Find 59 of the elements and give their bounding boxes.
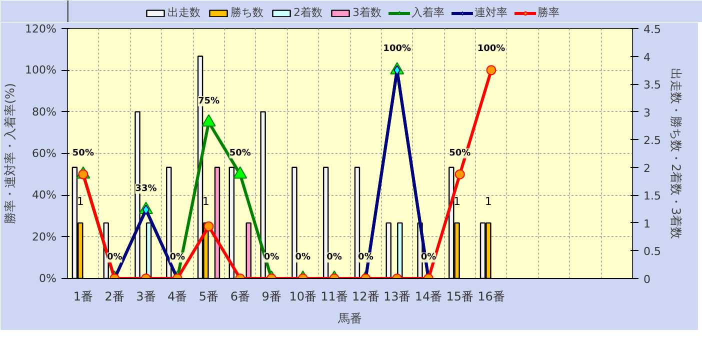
- y2-tick-label: 2: [644, 162, 650, 175]
- legend-label: 連対率: [474, 5, 508, 20]
- x-tick-label: 14番: [414, 290, 442, 304]
- x-tick-label: 2番: [104, 290, 124, 304]
- data-label: 0%: [420, 252, 436, 262]
- y2-tick-label: 2.5: [644, 134, 661, 148]
- y-tick-label: 120%: [25, 22, 57, 36]
- x-tick-label: 10番: [289, 290, 317, 304]
- legend-label: 入着率: [412, 5, 444, 20]
- legend-label: 2着数: [294, 5, 322, 20]
- legend-label: 勝ち数: [230, 5, 264, 20]
- data-label: 1: [76, 194, 84, 208]
- y-tick-label: 40%: [32, 188, 57, 202]
- x-tick-label: 9番: [262, 290, 282, 304]
- x-tick-label: 1番: [73, 290, 94, 304]
- y2-tick-label: 0: [644, 273, 650, 286]
- y2-tick-label: 0.5: [644, 245, 661, 258]
- data-label: 75%: [198, 96, 220, 106]
- x-tick-label: 5番: [198, 290, 219, 304]
- data-label: 0%: [295, 252, 311, 262]
- data-label: 0%: [326, 252, 342, 262]
- x-tick-label: 3番: [136, 290, 156, 304]
- legend-label: 出走数: [168, 5, 200, 20]
- data-label: 0%: [106, 252, 122, 262]
- x-tick-label: 4番: [168, 290, 188, 304]
- data-label: 0%: [358, 252, 374, 262]
- y-tick-label: 60%: [32, 147, 57, 160]
- data-label: 0%: [170, 252, 185, 262]
- legend-label: 3着数: [352, 5, 382, 20]
- data-label: 1: [484, 194, 492, 208]
- x-tick-label: 6番: [230, 290, 250, 304]
- x-tick-label: 12番: [352, 290, 380, 304]
- y-tick-label: 0%: [39, 272, 56, 285]
- x-tick-label: 13番: [383, 290, 411, 304]
- x-tick-label: 15番: [446, 290, 474, 304]
- data-label: 0%: [264, 252, 280, 262]
- data-label: 50%: [229, 148, 251, 158]
- data-label: 1: [202, 194, 210, 208]
- y-tick-label: 80%: [32, 105, 57, 118]
- data-label: 33%: [135, 184, 157, 194]
- y2-tick-label: 3.5: [644, 78, 661, 92]
- x-tick-label: 11番: [320, 290, 348, 304]
- x-axis-title: 馬番: [337, 312, 362, 326]
- y-axis-title: 勝率・連対率・入着率(%): [3, 83, 18, 224]
- x-tick-label: 16番: [478, 290, 505, 304]
- y-tick-label: 100%: [25, 64, 57, 77]
- data-label: 50%: [72, 148, 94, 158]
- data-label: 1: [454, 194, 461, 208]
- y2-tick-label: 1: [644, 217, 650, 230]
- legend-label: 勝率: [538, 5, 560, 20]
- y-tick-label: 20%: [32, 230, 57, 244]
- data-label: 100%: [383, 44, 411, 54]
- y2-tick-label: 4: [644, 50, 650, 64]
- y2-tick-label: 3: [644, 106, 650, 120]
- data-label: 50%: [449, 148, 471, 158]
- y2-tick-label: 1.5: [644, 190, 661, 203]
- y2-axis-title: 出走数・勝ち数・2着数・3着数: [668, 68, 683, 240]
- data-label: 100%: [477, 44, 506, 54]
- y2-tick-label: 4.5: [644, 23, 661, 36]
